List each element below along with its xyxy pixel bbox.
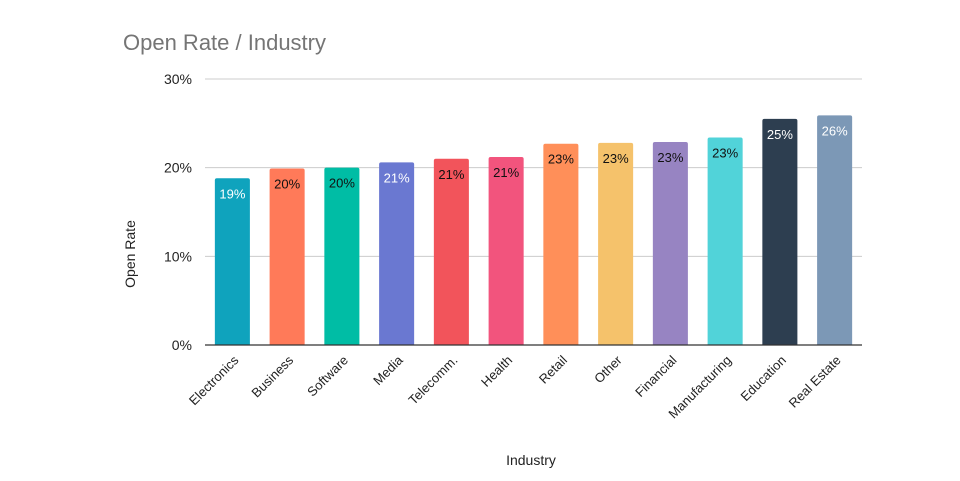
y-tick-label: 10% xyxy=(164,248,192,264)
x-tick-label: Business xyxy=(248,352,296,400)
bar xyxy=(379,162,415,345)
y-tick-label: 30% xyxy=(164,71,192,87)
bar xyxy=(543,143,579,345)
x-axis-ticks: Electronics Business Software Media Telecomm… xyxy=(186,352,844,421)
data-label: 25% xyxy=(767,127,793,142)
bar xyxy=(214,178,250,345)
bar xyxy=(762,118,798,346)
data-label: 21% xyxy=(384,170,410,185)
x-tick-label: Software xyxy=(304,353,351,400)
bar xyxy=(707,137,743,345)
data-label: 23% xyxy=(657,150,683,165)
y-tick-label: 0% xyxy=(172,337,192,353)
data-label: 20% xyxy=(274,177,300,192)
data-labels: 19% 20% 20% 21% 21% 21% 23% 23% 23% 23% 25% 26% xyxy=(219,123,848,201)
x-tick-label: Media xyxy=(370,352,406,388)
data-label: 21% xyxy=(493,165,519,180)
bar xyxy=(652,141,688,345)
data-label: 21% xyxy=(438,167,464,182)
y-tick-label: 20% xyxy=(164,160,192,176)
data-label: 20% xyxy=(329,176,355,191)
bar xyxy=(817,115,853,345)
x-tick-label: Electronics xyxy=(186,352,242,408)
x-tick-label: Education xyxy=(737,353,788,404)
x-axis-label: Industry xyxy=(506,452,556,468)
y-axis-ticks: 0% 10% 20% 30% xyxy=(164,71,192,353)
gridlines xyxy=(205,78,862,257)
x-tick-label: Health xyxy=(478,353,515,390)
x-tick-label: Other xyxy=(591,352,625,386)
data-label: 19% xyxy=(219,186,245,201)
data-label: 23% xyxy=(548,152,574,167)
bar xyxy=(488,157,524,345)
data-label: 23% xyxy=(712,146,738,161)
x-tick-label: Financial xyxy=(632,352,679,399)
bar xyxy=(433,158,469,345)
y-axis-label: Open Rate xyxy=(122,220,138,288)
bar xyxy=(598,142,634,345)
x-tick-label: Telecomm. xyxy=(405,353,460,408)
bar xyxy=(324,167,360,345)
x-tick-label: Real Estate xyxy=(786,353,844,411)
data-label: 23% xyxy=(603,151,629,166)
bars xyxy=(214,115,853,346)
bar xyxy=(269,168,305,345)
data-label: 26% xyxy=(822,123,848,138)
x-tick-label: Retail xyxy=(536,352,570,386)
chart-title: Open Rate / Industry xyxy=(123,30,326,55)
